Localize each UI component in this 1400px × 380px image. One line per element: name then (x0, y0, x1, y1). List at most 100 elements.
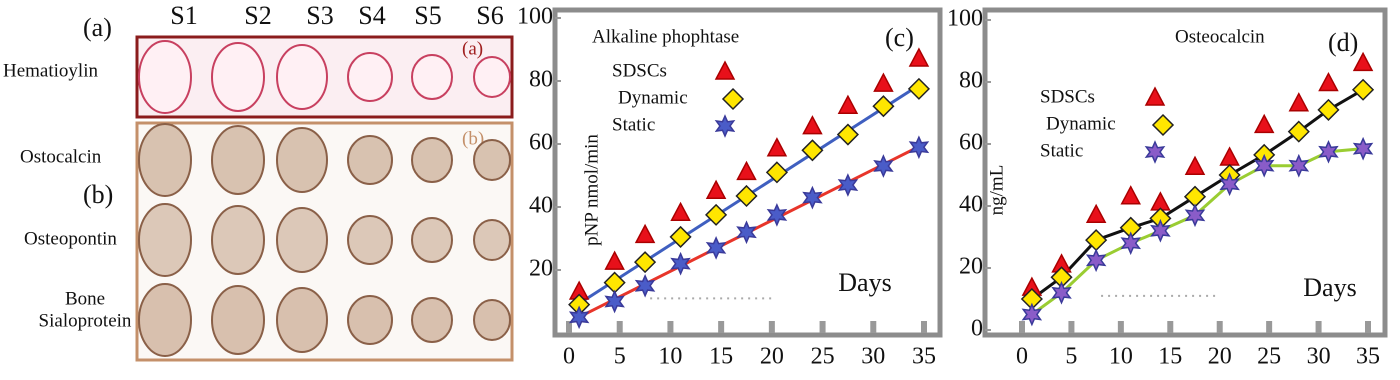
tissue (347, 295, 393, 345)
x-tick-label: 0 (563, 344, 575, 370)
row-label: Sialoprotein (39, 310, 132, 331)
data-point (1184, 155, 1206, 175)
tissue (276, 127, 328, 193)
tissue-images (138, 40, 511, 357)
x-tick (921, 321, 927, 333)
x-axis-label: Days (1303, 273, 1356, 302)
data-point (1352, 136, 1374, 161)
x-tick (1117, 321, 1124, 333)
data-point (873, 72, 894, 92)
x-tick-label: 35 (1356, 344, 1380, 370)
x-tick-label: 5 (614, 344, 626, 370)
y-tick-label: 60 (529, 130, 553, 156)
y-tick-label: 0 (971, 316, 983, 342)
tissue (411, 54, 453, 100)
column-label: S6 (476, 1, 503, 30)
legend-label: Static (1040, 140, 1083, 161)
row-label: Hematioylin (3, 60, 98, 81)
column-label: S5 (414, 1, 441, 30)
data-point (604, 289, 625, 314)
plot-frame (982, 7, 1388, 338)
tissue (276, 207, 328, 273)
legend-marker (1144, 140, 1166, 164)
tissue (473, 219, 511, 261)
x-tick-label: 20 (1208, 344, 1232, 370)
data-point (873, 154, 894, 178)
data-point (736, 220, 757, 245)
data-point (802, 115, 823, 135)
data-point (634, 251, 657, 274)
x-tick (1167, 321, 1174, 333)
column-label: S2 (244, 1, 271, 30)
data-point (1288, 92, 1310, 112)
y-tick-label: 80 (959, 68, 983, 94)
data-point (872, 95, 895, 118)
column-label: S4 (358, 1, 385, 30)
tissue (138, 283, 192, 357)
tissue (347, 135, 393, 185)
x-tick-label: 30 (861, 344, 885, 370)
y-tick-label: 40 (959, 192, 983, 218)
data-point (1288, 153, 1310, 178)
y-tick-label: 20 (959, 254, 983, 280)
column-label: S3 (306, 1, 333, 30)
x-tick (566, 321, 572, 333)
y-tick-label: 100 (947, 6, 983, 32)
box-label: (a) (462, 38, 483, 59)
data-point (735, 184, 758, 208)
legend-label: Dynamic (618, 87, 688, 108)
tissue (138, 203, 192, 277)
tissue (138, 40, 192, 114)
data-point (1120, 231, 1142, 256)
data-point (801, 139, 824, 162)
panel-label: (d) (1328, 28, 1358, 57)
data-point (1317, 98, 1340, 121)
column-label: S1 (170, 1, 197, 30)
x-tick (718, 321, 725, 333)
y-tick-label: 60 (959, 130, 983, 156)
data-point (1184, 203, 1206, 228)
legend-label: Dynamic (1046, 113, 1116, 134)
x-tick (1019, 321, 1025, 333)
x-tick (1315, 321, 1322, 333)
tissue (211, 125, 265, 195)
legend-label: Static (612, 114, 655, 135)
x-tick (768, 321, 775, 333)
data-point (765, 161, 788, 184)
data-point (1287, 120, 1310, 143)
data-point (837, 173, 859, 197)
data-point (604, 250, 625, 270)
data-point (1150, 218, 1171, 243)
tissue (211, 285, 265, 355)
legend-marker (714, 60, 736, 80)
data-point (1120, 185, 1141, 205)
x-tick (1216, 321, 1223, 333)
data-point (1253, 153, 1275, 178)
row-label: Bone (65, 288, 105, 309)
data-point (736, 160, 757, 181)
data-point (802, 185, 823, 210)
x-tick-label: 5 (1065, 344, 1077, 370)
x-tick (870, 321, 877, 333)
data-point (907, 77, 930, 100)
tissue (411, 217, 453, 263)
tissue (138, 123, 192, 197)
data-point (634, 223, 656, 244)
y-tick-label: 80 (529, 67, 553, 93)
data-point (670, 201, 691, 222)
x-tick (667, 321, 674, 333)
tissue (411, 297, 453, 343)
y-tick-label: 40 (529, 193, 553, 219)
legend-marker (1144, 86, 1166, 106)
chart-title: Osteocalcin (1175, 26, 1265, 47)
data-point (1085, 248, 1107, 273)
data-point (1021, 302, 1043, 327)
data-point (836, 123, 859, 146)
data-point (705, 236, 727, 260)
data-point (670, 251, 691, 276)
data-point (1219, 172, 1240, 197)
x-tick-label: 30 (1307, 344, 1331, 370)
data-point (1318, 71, 1339, 92)
tissue (276, 287, 328, 353)
x-tick-label: 10 (658, 344, 682, 370)
